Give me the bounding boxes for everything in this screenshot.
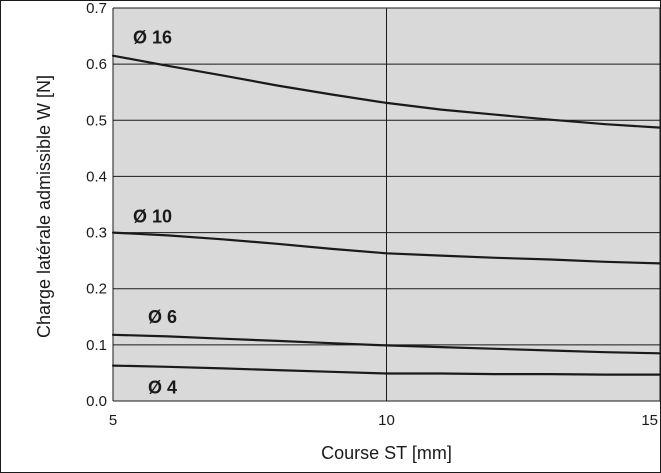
grid: [112, 7, 661, 402]
tick-labels: 0.0 0.1 0.2 0.3 0.4 0.5 0.6 0.7 5 10 15: [86, 0, 658, 429]
x-tick-label: 10: [378, 412, 395, 429]
series-label: Ø 6: [148, 307, 177, 327]
y-tick-label: 0.6: [86, 56, 107, 73]
y-tick-label: 0.3: [86, 225, 107, 242]
series-label: Ø 4: [148, 378, 177, 398]
y-tick-label: 0.2: [86, 281, 107, 298]
series-line: [111, 231, 661, 265]
y-tick-label: 0.5: [86, 112, 107, 129]
y-tick-label: 0.7: [86, 0, 107, 17]
series-label: Ø 10: [133, 207, 172, 227]
y-tick-label: 0.4: [86, 168, 107, 185]
y-tick-label: 0.1: [86, 337, 107, 354]
y-axis-title: Charge latérale admissible W [N]: [34, 75, 54, 338]
y-tick-label: 0.0: [86, 393, 107, 410]
series-label: Ø 16: [133, 28, 172, 48]
series-line: [111, 54, 661, 129]
series-line: [111, 333, 661, 355]
series-lines: [111, 54, 661, 376]
x-tick-label: 15: [641, 412, 658, 429]
x-axis-title: Course ST [mm]: [321, 443, 452, 463]
series-line: [111, 364, 661, 376]
series-labels: Ø 16 Ø 10 Ø 6 Ø 4: [133, 28, 177, 398]
x-tick-label: 5: [109, 412, 117, 429]
